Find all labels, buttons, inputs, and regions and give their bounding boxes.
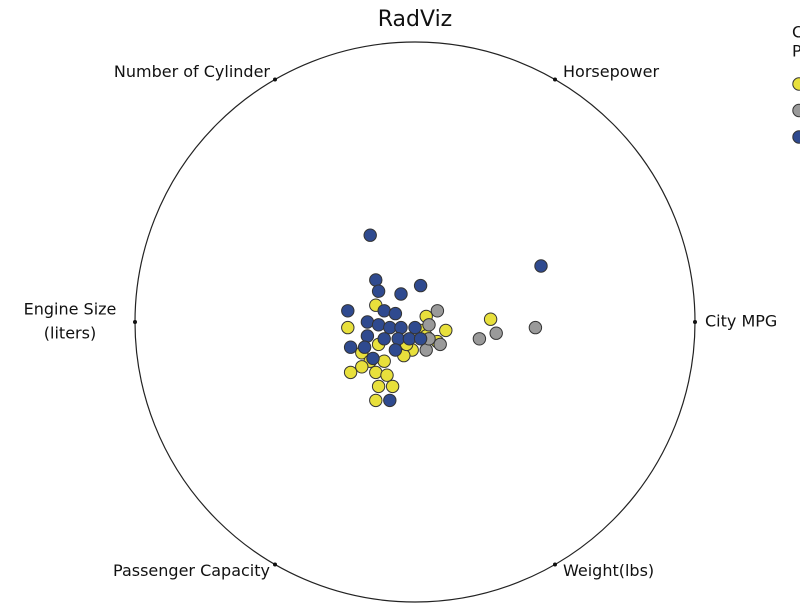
legend-marker	[792, 77, 800, 91]
data-point	[489, 326, 503, 340]
data-point	[391, 332, 405, 346]
data-point	[377, 332, 391, 346]
data-point	[402, 332, 417, 346]
data-point	[369, 393, 383, 408]
chart-title: RadViz	[378, 7, 452, 32]
anchor-point	[693, 320, 697, 324]
anchor-point	[273, 562, 277, 567]
data-point	[388, 343, 403, 357]
data-point	[419, 343, 433, 357]
data-point	[371, 284, 386, 298]
anchor-point	[133, 320, 137, 324]
data-point	[360, 315, 375, 329]
data-point	[472, 332, 487, 346]
data-point	[343, 365, 358, 380]
data-point	[369, 273, 383, 287]
data-point	[383, 320, 397, 335]
data-point	[528, 320, 543, 335]
data-point	[377, 304, 391, 318]
anchor-point	[553, 77, 557, 82]
data-point	[380, 368, 394, 382]
data-point	[355, 360, 369, 374]
data-point	[357, 340, 372, 354]
data-point	[341, 304, 355, 318]
anchor-label: Horsepower	[563, 62, 659, 81]
data-point	[383, 393, 397, 408]
data-point	[388, 306, 403, 321]
data-point	[413, 278, 428, 293]
data-point	[408, 320, 422, 335]
data-point	[394, 287, 408, 301]
legend-title: P	[792, 42, 800, 61]
data-point	[439, 323, 453, 338]
anchor-label: Engine Size	[24, 300, 117, 319]
data-point	[433, 337, 447, 352]
anchor-point	[553, 562, 557, 567]
anchor-label: Weight(lbs)	[563, 561, 654, 580]
data-point	[385, 379, 400, 394]
legend-marker	[792, 103, 800, 118]
anchor-label: City MPG	[705, 312, 777, 331]
data-point	[360, 329, 375, 343]
data-point	[413, 332, 428, 346]
data-point	[366, 351, 380, 366]
anchor-point	[273, 77, 277, 82]
data-point	[369, 365, 383, 380]
data-point	[422, 318, 436, 332]
anchor-label: Passenger Capacity	[113, 561, 270, 580]
data-point	[394, 320, 408, 335]
legend-marker	[792, 130, 800, 144]
data-point	[377, 354, 391, 368]
data-point	[371, 379, 386, 394]
data-point	[483, 312, 498, 326]
data-point	[430, 304, 445, 318]
data-point	[371, 318, 386, 332]
data-point	[343, 340, 358, 354]
data-point	[341, 320, 355, 335]
data-point	[534, 259, 548, 273]
anchor-label: Number of Cylinder	[114, 62, 271, 81]
data-point	[363, 228, 377, 242]
anchor-label: (liters)	[44, 324, 96, 343]
legend-title: C	[792, 23, 800, 42]
